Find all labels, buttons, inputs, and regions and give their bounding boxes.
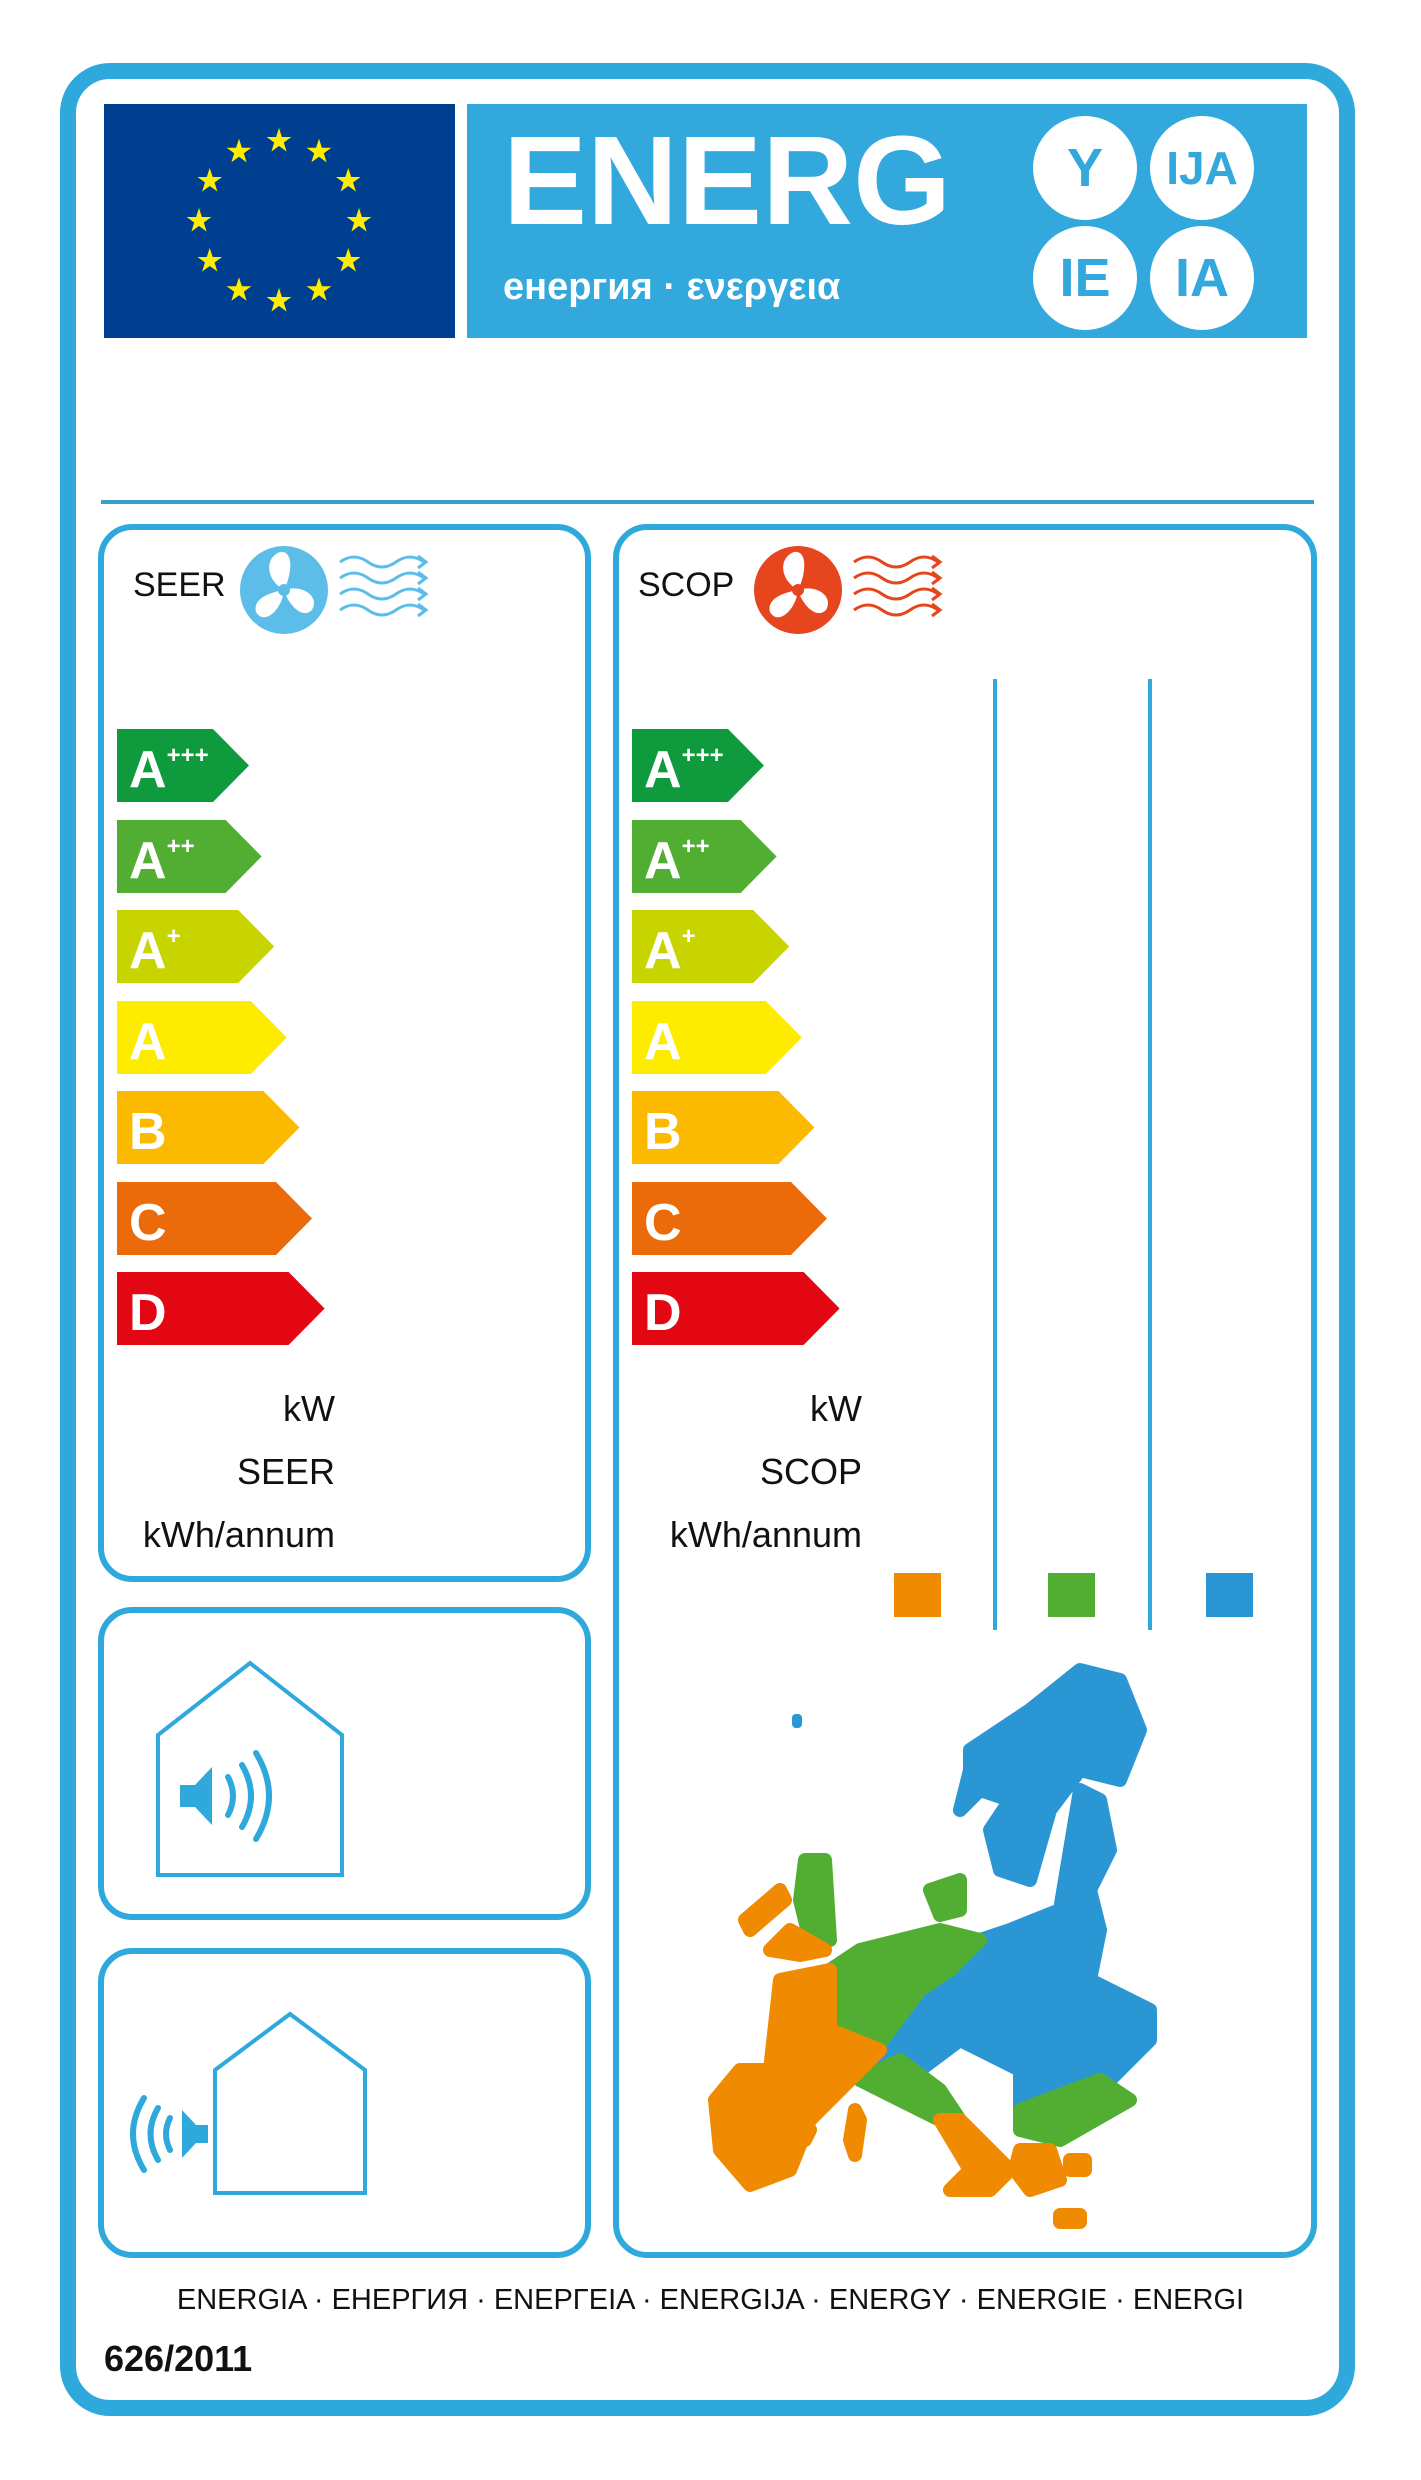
cooling-class-bar: A+++ <box>117 729 251 802</box>
indoor-noise-panel <box>98 1607 591 1920</box>
cooling-kwh-label: kWh/annum <box>142 1514 335 1555</box>
outdoor-noise-house-icon <box>130 2011 367 2195</box>
map-zone-average <box>923 1873 967 1922</box>
cooling-class-bar: A+ <box>117 910 276 983</box>
star-icon <box>266 288 292 312</box>
class-letter: C <box>644 1194 682 1252</box>
suffix-bubble: IA <box>1150 226 1254 330</box>
map-zone-average <box>793 1853 837 1947</box>
eu-flag <box>104 104 455 338</box>
zone-divider <box>993 679 997 1630</box>
outdoor-noise-panel <box>98 1948 591 2258</box>
heating-kw-label: kW <box>810 1388 862 1429</box>
class-letter: D <box>644 1284 682 1342</box>
class-letter: A <box>129 1013 167 1071</box>
zone-colder-swatch <box>1206 1573 1253 1617</box>
star-icon <box>186 208 212 232</box>
label-frame <box>60 63 1355 2416</box>
map-zone-average <box>853 2053 967 2127</box>
banner-title: ENERG <box>503 110 952 251</box>
heating-class-bar: A+++ <box>632 729 766 802</box>
class-letter: C <box>129 1194 167 1252</box>
map-zone-colder <box>792 1714 802 1728</box>
map-zone-colder <box>953 1663 1147 1887</box>
cooling-class-bar: B <box>117 1091 301 1164</box>
languages-footer: ENERGIA · ЕНЕРГИЯ · ΕΝΕΡΓΕΙΑ · ENERGIJA … <box>176 2284 1245 2316</box>
zone-divider <box>1148 679 1152 1630</box>
indoor-noise-house-icon <box>156 1660 344 1877</box>
heating-class-bar: B <box>632 1091 816 1164</box>
cooling-class-bar: C <box>117 1181 314 1255</box>
energy-banner: ENERG енергия · ενεργεια Y IJA IE IA <box>467 104 1307 338</box>
map-zone-average <box>1013 2073 1137 2147</box>
regulation-number: 626/2011 <box>104 2338 253 2379</box>
class-letter: B <box>644 1103 682 1161</box>
suffix-bubble: Y <box>1033 116 1137 220</box>
map-zone-warmer <box>1008 2143 1067 2197</box>
cooling-seer-label: SEER <box>236 1451 335 1492</box>
cooling-class-bar: A++ <box>117 819 264 893</box>
map-zone-warmer <box>708 1963 887 2192</box>
class-letter: A <box>644 1013 682 1071</box>
map-zone-warmer <box>1053 2208 1087 2229</box>
cooling-panel <box>98 524 591 1582</box>
zone-warmer-swatch <box>894 1573 941 1617</box>
star-icon <box>197 248 223 272</box>
map-zone-warmer <box>843 2103 867 2162</box>
star-icon <box>266 128 292 152</box>
cooling-class-bar: D <box>117 1272 327 1345</box>
banner-subtitle: енергия · ενεργεια <box>503 266 841 308</box>
heating-class-bar: A+ <box>632 910 791 983</box>
heating-class-bar: A <box>632 1000 804 1074</box>
map-zone-warmer <box>793 2123 817 2147</box>
eu-stars-icon <box>186 128 372 312</box>
suffix-bubble: IE <box>1033 226 1137 330</box>
europe-climate-map <box>708 1663 1157 2229</box>
fan-warm-air-icon <box>754 546 943 634</box>
heating-kwh-label: kWh/annum <box>669 1514 862 1555</box>
seer-title: SEER <box>133 566 226 604</box>
heating-class-bar: D <box>632 1272 842 1345</box>
heating-scop-label: SCOP <box>759 1451 862 1492</box>
divider <box>101 500 1314 504</box>
heating-class-bar: A++ <box>632 819 779 893</box>
star-icon <box>306 138 332 163</box>
heating-class-bar: C <box>632 1181 829 1255</box>
star-icon <box>197 168 223 192</box>
star-icon <box>306 277 332 301</box>
star-icon <box>346 208 372 232</box>
scop-title: SCOP <box>638 566 735 604</box>
class-letter: B <box>129 1103 167 1161</box>
suffix-bubble: IJA <box>1150 116 1254 220</box>
cooling-kw-label: kW <box>283 1388 335 1429</box>
class-letter: D <box>129 1284 167 1342</box>
map-zone-warmer <box>933 2113 1017 2197</box>
star-icon <box>335 168 361 192</box>
map-zone-warmer <box>738 1883 792 1937</box>
star-icon <box>226 277 252 301</box>
star-icon <box>226 138 252 163</box>
heating-panel <box>613 524 1317 2258</box>
map-zone-warmer <box>1063 2153 1092 2177</box>
fan-cold-air-icon <box>240 546 429 634</box>
zone-average-swatch <box>1048 1573 1095 1617</box>
star-icon <box>335 248 361 272</box>
cooling-class-bar: A <box>117 1000 289 1074</box>
map-zone-warmer <box>763 1923 832 1962</box>
